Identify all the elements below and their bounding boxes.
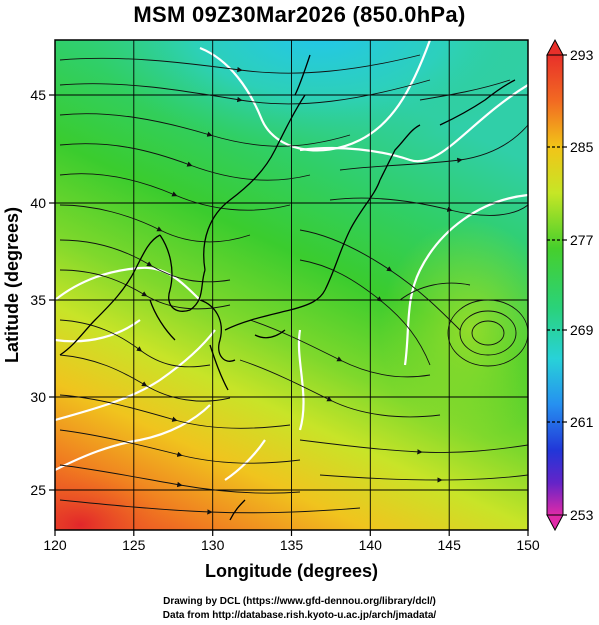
x-tick-label: 120 bbox=[43, 537, 67, 553]
y-tick-label: 35 bbox=[30, 292, 46, 308]
y-tick-label: 25 bbox=[30, 482, 46, 498]
wind-streamlines bbox=[59, 54, 528, 515]
x-tick-label: 145 bbox=[438, 537, 462, 553]
chart-title: MSM 09Z30Mar2026 (850.0hPa) bbox=[133, 2, 466, 27]
isotherm-lines bbox=[55, 40, 528, 481]
colorbar-tick-label: 277 bbox=[570, 232, 594, 248]
x-tick-label: 140 bbox=[359, 537, 383, 553]
colorbar-tick-label: 269 bbox=[570, 322, 594, 338]
x-axis-label: Longitude (degrees) bbox=[205, 561, 378, 581]
y-tick-label: 40 bbox=[30, 195, 46, 211]
y-tick-label: 30 bbox=[30, 389, 46, 405]
x-tick-label: 150 bbox=[516, 537, 540, 553]
coastlines bbox=[59, 54, 516, 521]
x-tick-label: 130 bbox=[201, 537, 225, 553]
colorbar-tick-label: 261 bbox=[570, 414, 594, 430]
map-grid bbox=[55, 40, 528, 530]
credit-drawing: Drawing by DCL (https://www.gfd-dennou.o… bbox=[163, 596, 436, 607]
x-tick-label: 135 bbox=[280, 537, 304, 553]
y-axis-label: Latitude (degrees) bbox=[2, 207, 22, 363]
credit-data: Data from http://database.rish.kyoto-u.a… bbox=[162, 610, 437, 621]
y-tick-label: 45 bbox=[30, 87, 46, 103]
axis-ticks bbox=[49, 94, 529, 536]
x-tick-label: 125 bbox=[122, 537, 146, 553]
colorbar-tick-label: 285 bbox=[570, 139, 594, 155]
colorbar-tick-label: 293 bbox=[570, 47, 594, 63]
colorbar: 293 285 277 269 261 253 bbox=[546, 38, 594, 532]
temperature-field bbox=[55, 40, 528, 530]
colorbar-tick-label: 253 bbox=[570, 507, 594, 523]
